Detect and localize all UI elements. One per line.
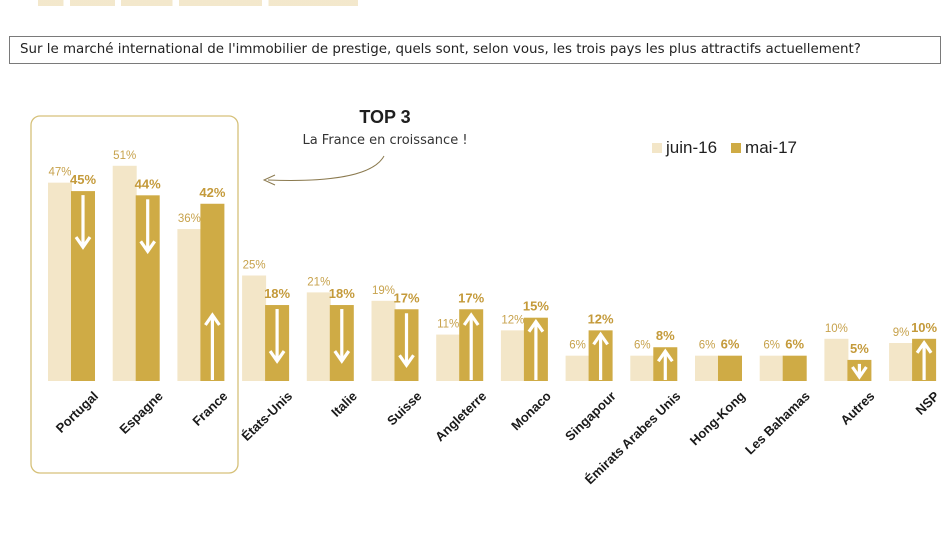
bar-juin16-13 xyxy=(889,343,914,381)
value-label-juin16-12: 10% xyxy=(825,323,848,335)
bar-juin16-3 xyxy=(242,275,267,381)
question-box: Sur le marché international de l'immobil… xyxy=(9,36,941,64)
category-label-11: Les Bahamas xyxy=(742,388,813,457)
top-strip xyxy=(0,0,951,12)
annotation-arrowhead xyxy=(262,174,276,186)
category-label-2: France xyxy=(189,388,230,428)
bar-mai17-11 xyxy=(782,355,807,381)
value-label-juin16-3: 25% xyxy=(243,260,266,272)
trend-down-arrowhead-4 xyxy=(333,350,351,364)
bar-juin16-6 xyxy=(436,334,461,381)
legend-label-mai17: mai-17 xyxy=(745,138,798,157)
value-label-juin16-9: 6% xyxy=(634,340,651,352)
value-label-juin16-8: 6% xyxy=(569,340,586,352)
top3-subtitle: La France en croissance ! xyxy=(302,133,468,148)
legend-item-mai17: mai-17 xyxy=(731,138,797,158)
legend-label-juin16: juin-16 xyxy=(666,138,718,157)
trend-down-arrowhead-1 xyxy=(139,240,157,255)
chart-legend: juin-16 mai-17 xyxy=(652,137,811,159)
trend-down-arrowhead-12 xyxy=(851,366,868,380)
bar-juin16-4 xyxy=(306,292,331,381)
trend-up-arrowhead-8 xyxy=(592,331,609,346)
legend-swatch-mai17 xyxy=(731,143,742,153)
trend-up-arrowhead-6 xyxy=(462,312,480,326)
value-label-juin16-5: 19% xyxy=(372,285,395,297)
category-label-13: NSP xyxy=(913,388,943,418)
value-label-mai17-2: 42% xyxy=(199,185,225,200)
category-label-3: États-Unis xyxy=(239,388,296,443)
value-label-juin16-6: 11% xyxy=(437,319,459,331)
value-label-juin16-4: 21% xyxy=(307,276,330,288)
category-label-0: Portugal xyxy=(53,388,101,435)
legend-swatch-juin16 xyxy=(652,143,662,153)
value-label-juin16-1: 51% xyxy=(113,150,136,162)
value-label-mai17-6: 17% xyxy=(458,290,484,305)
bar-juin16-7 xyxy=(500,330,525,381)
bar-juin16-5 xyxy=(371,300,396,381)
category-label-12: Autres xyxy=(837,388,877,427)
value-label-juin16-10: 6% xyxy=(699,340,716,352)
bar-juin16-0 xyxy=(48,182,72,381)
category-label-7: Monaco xyxy=(508,388,554,433)
top3-highlight-box xyxy=(30,115,239,474)
value-label-juin16-2: 36% xyxy=(178,213,201,225)
value-label-mai17-1: 44% xyxy=(135,176,161,191)
category-label-6: Angleterre xyxy=(432,388,489,444)
value-label-juin16-0: 47% xyxy=(48,167,71,179)
legend-item-juin16: juin-16 xyxy=(652,138,717,158)
bar-juin16-11 xyxy=(759,355,784,381)
value-label-mai17-12: 5% xyxy=(850,341,869,356)
value-label-mai17-4: 18% xyxy=(329,286,355,301)
value-label-mai17-0: 45% xyxy=(70,172,96,187)
value-label-mai17-5: 17% xyxy=(393,290,419,305)
bar-juin16-1 xyxy=(112,165,137,381)
value-label-mai17-10: 6% xyxy=(721,337,740,352)
trend-down-arrowhead-3 xyxy=(268,350,286,364)
bar-juin16-10 xyxy=(695,355,719,381)
category-label-4: Italie xyxy=(328,388,360,419)
bar-juin16-2 xyxy=(177,229,202,381)
category-label-5: Suisse xyxy=(384,388,425,428)
category-label-8: Singapour xyxy=(562,388,619,443)
value-label-mai17-9: 8% xyxy=(656,328,675,343)
trend-up-arrowhead-2 xyxy=(204,312,221,326)
category-label-10: Hong-Kong xyxy=(687,388,748,448)
value-label-juin16-7: 12% xyxy=(501,314,524,326)
bar-juin16-8 xyxy=(565,355,590,381)
value-label-mai17-13: 10% xyxy=(911,320,937,335)
value-label-mai17-3: 18% xyxy=(264,286,290,301)
annotation-arrow xyxy=(267,155,385,181)
value-label-mai17-7: 15% xyxy=(523,299,549,314)
title-fragment xyxy=(38,0,358,6)
trend-up-arrowhead-7 xyxy=(527,318,545,333)
category-label-1: Espagne xyxy=(116,388,165,436)
bar-juin16-12 xyxy=(824,338,849,381)
trend-down-arrowhead-5 xyxy=(398,354,415,369)
bar-mai17-10 xyxy=(718,355,742,381)
trend-up-arrowhead-13 xyxy=(915,340,933,354)
value-label-juin16-11: 6% xyxy=(763,340,780,352)
value-label-juin16-13: 9% xyxy=(893,327,910,339)
value-label-mai17-11: 6% xyxy=(785,337,804,352)
trend-down-arrowhead-0 xyxy=(74,236,92,250)
top3-title: TOP 3 xyxy=(359,107,411,127)
bar-juin16-9 xyxy=(630,355,655,381)
trend-up-arrowhead-9 xyxy=(656,348,674,363)
value-label-mai17-8: 12% xyxy=(588,311,614,326)
